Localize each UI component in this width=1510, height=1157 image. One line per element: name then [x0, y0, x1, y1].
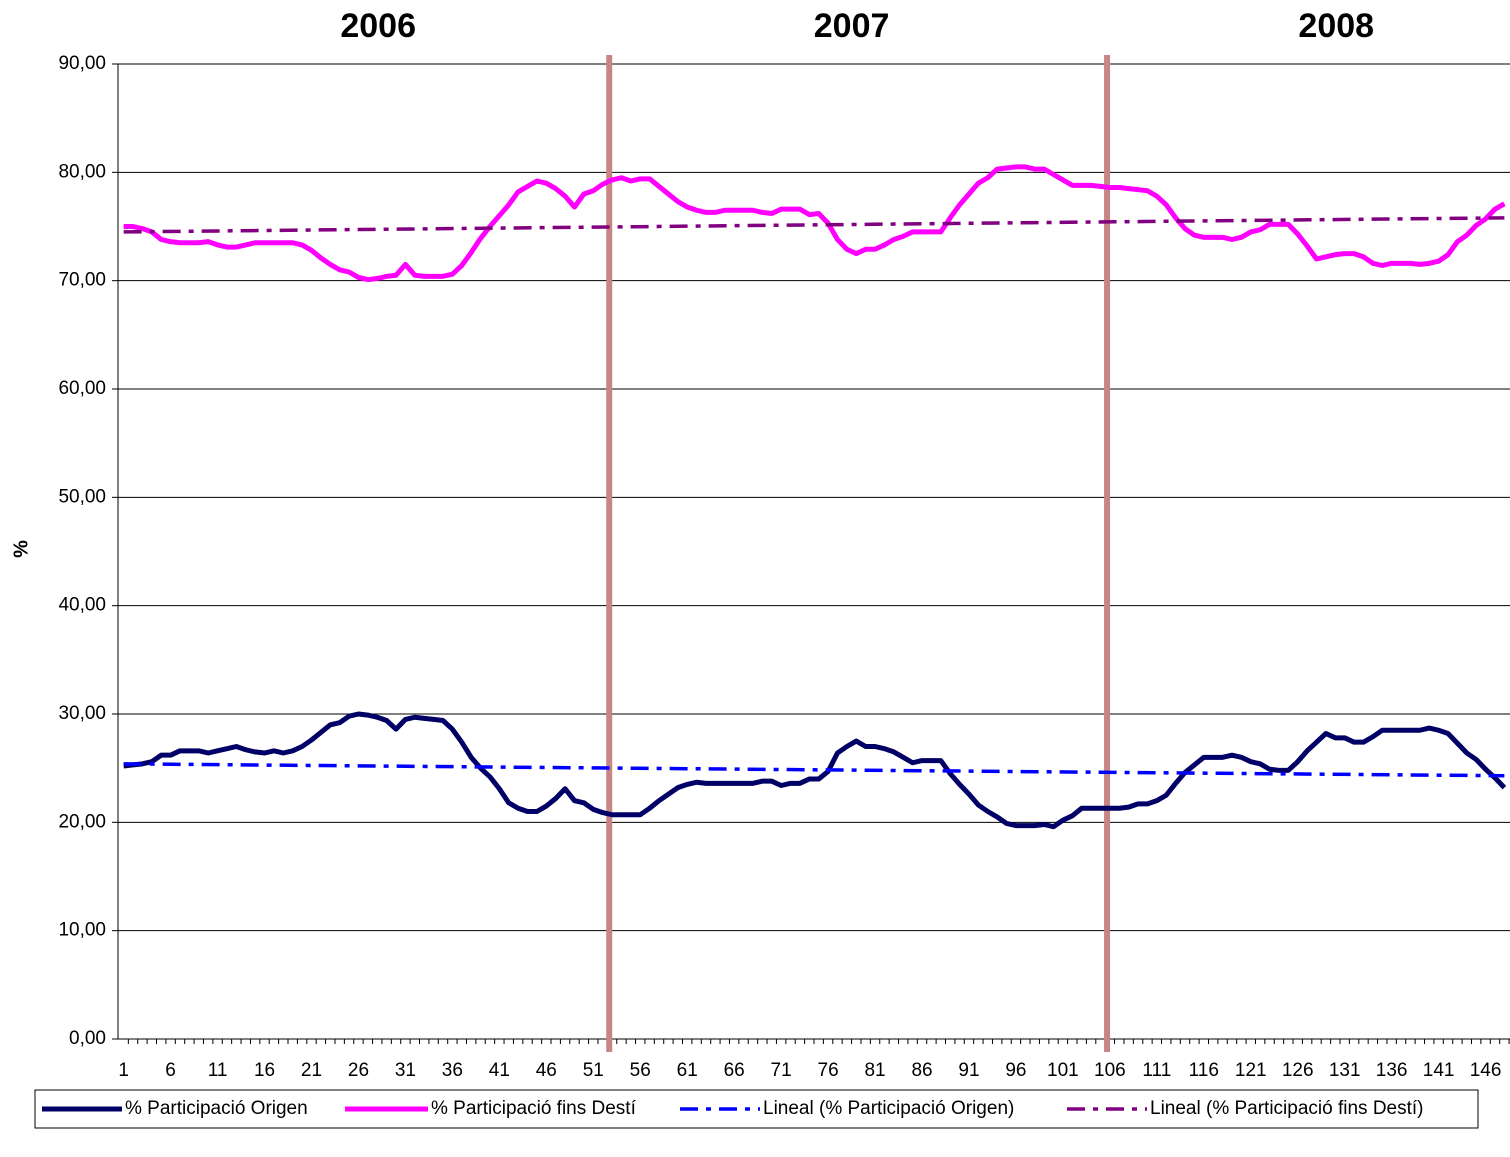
y-tick-label: 50,00 — [58, 486, 106, 507]
year-label: 2006 — [340, 7, 416, 45]
x-tick-label: 31 — [395, 1060, 416, 1081]
legend-label: Lineal (% Participació Origen) — [763, 1098, 1014, 1119]
x-tick-label: 41 — [489, 1060, 510, 1081]
y-tick-label: 90,00 — [58, 53, 106, 74]
x-tick-label: 76 — [818, 1060, 839, 1081]
x-tick-label: 121 — [1235, 1060, 1267, 1081]
year-label: 2008 — [1298, 7, 1374, 45]
x-tick-label: 131 — [1329, 1060, 1361, 1081]
x-tick-label: 146 — [1470, 1060, 1502, 1081]
x-tick-label: 141 — [1423, 1060, 1455, 1081]
legend-label: % Participació fins Destí — [431, 1098, 637, 1119]
y-tick-label: 40,00 — [58, 595, 106, 616]
year-label: 2007 — [814, 7, 890, 45]
x-tick-label: 51 — [583, 1060, 604, 1081]
y-tick-label: 80,00 — [58, 161, 106, 182]
x-tick-label: 101 — [1047, 1060, 1079, 1081]
x-tick-label: 111 — [1142, 1060, 1171, 1081]
x-tick-label: 81 — [864, 1060, 885, 1081]
y-tick-label: 70,00 — [58, 270, 106, 291]
x-tick-label: 126 — [1282, 1060, 1314, 1081]
x-tick-label: 16 — [254, 1060, 275, 1081]
y-tick-label: 20,00 — [58, 811, 106, 832]
x-tick-label: 11 — [208, 1060, 228, 1081]
x-tick-label: 61 — [677, 1060, 698, 1081]
x-tick-label: 6 — [165, 1060, 176, 1081]
x-tick-label: 26 — [348, 1060, 369, 1081]
x-tick-label: 86 — [911, 1060, 932, 1081]
chart: % 0,00 10,00 20,00 30,00 40,00 50,00 60,00 70,0… — [0, 0, 1510, 1157]
x-tick-label: 106 — [1094, 1060, 1126, 1081]
y-tick-label: 0,00 — [69, 1028, 106, 1049]
x-tick-label: 21 — [301, 1060, 322, 1081]
y-tick-label: 60,00 — [58, 378, 106, 399]
x-tick-label: 91 — [958, 1060, 979, 1081]
y-axis-label: % — [10, 540, 32, 558]
y-tick-label: 10,00 — [58, 920, 106, 941]
x-tick-label: 56 — [630, 1060, 651, 1081]
x-tick-label: 1 — [118, 1060, 129, 1081]
x-tick-label: 136 — [1376, 1060, 1408, 1081]
y-tick-label: 30,00 — [58, 703, 106, 724]
x-tick-label: 71 — [771, 1060, 792, 1081]
x-tick-label: 96 — [1005, 1060, 1026, 1081]
x-tick-label: 116 — [1189, 1060, 1219, 1081]
x-tick-label: 36 — [442, 1060, 463, 1081]
legend-label: Lineal (% Participació fins Destí) — [1150, 1098, 1424, 1119]
x-tick-label: 66 — [724, 1060, 745, 1081]
x-tick-label: 46 — [536, 1060, 557, 1081]
legend-label: % Participació Origen — [125, 1098, 308, 1119]
background — [0, 0, 1510, 1157]
